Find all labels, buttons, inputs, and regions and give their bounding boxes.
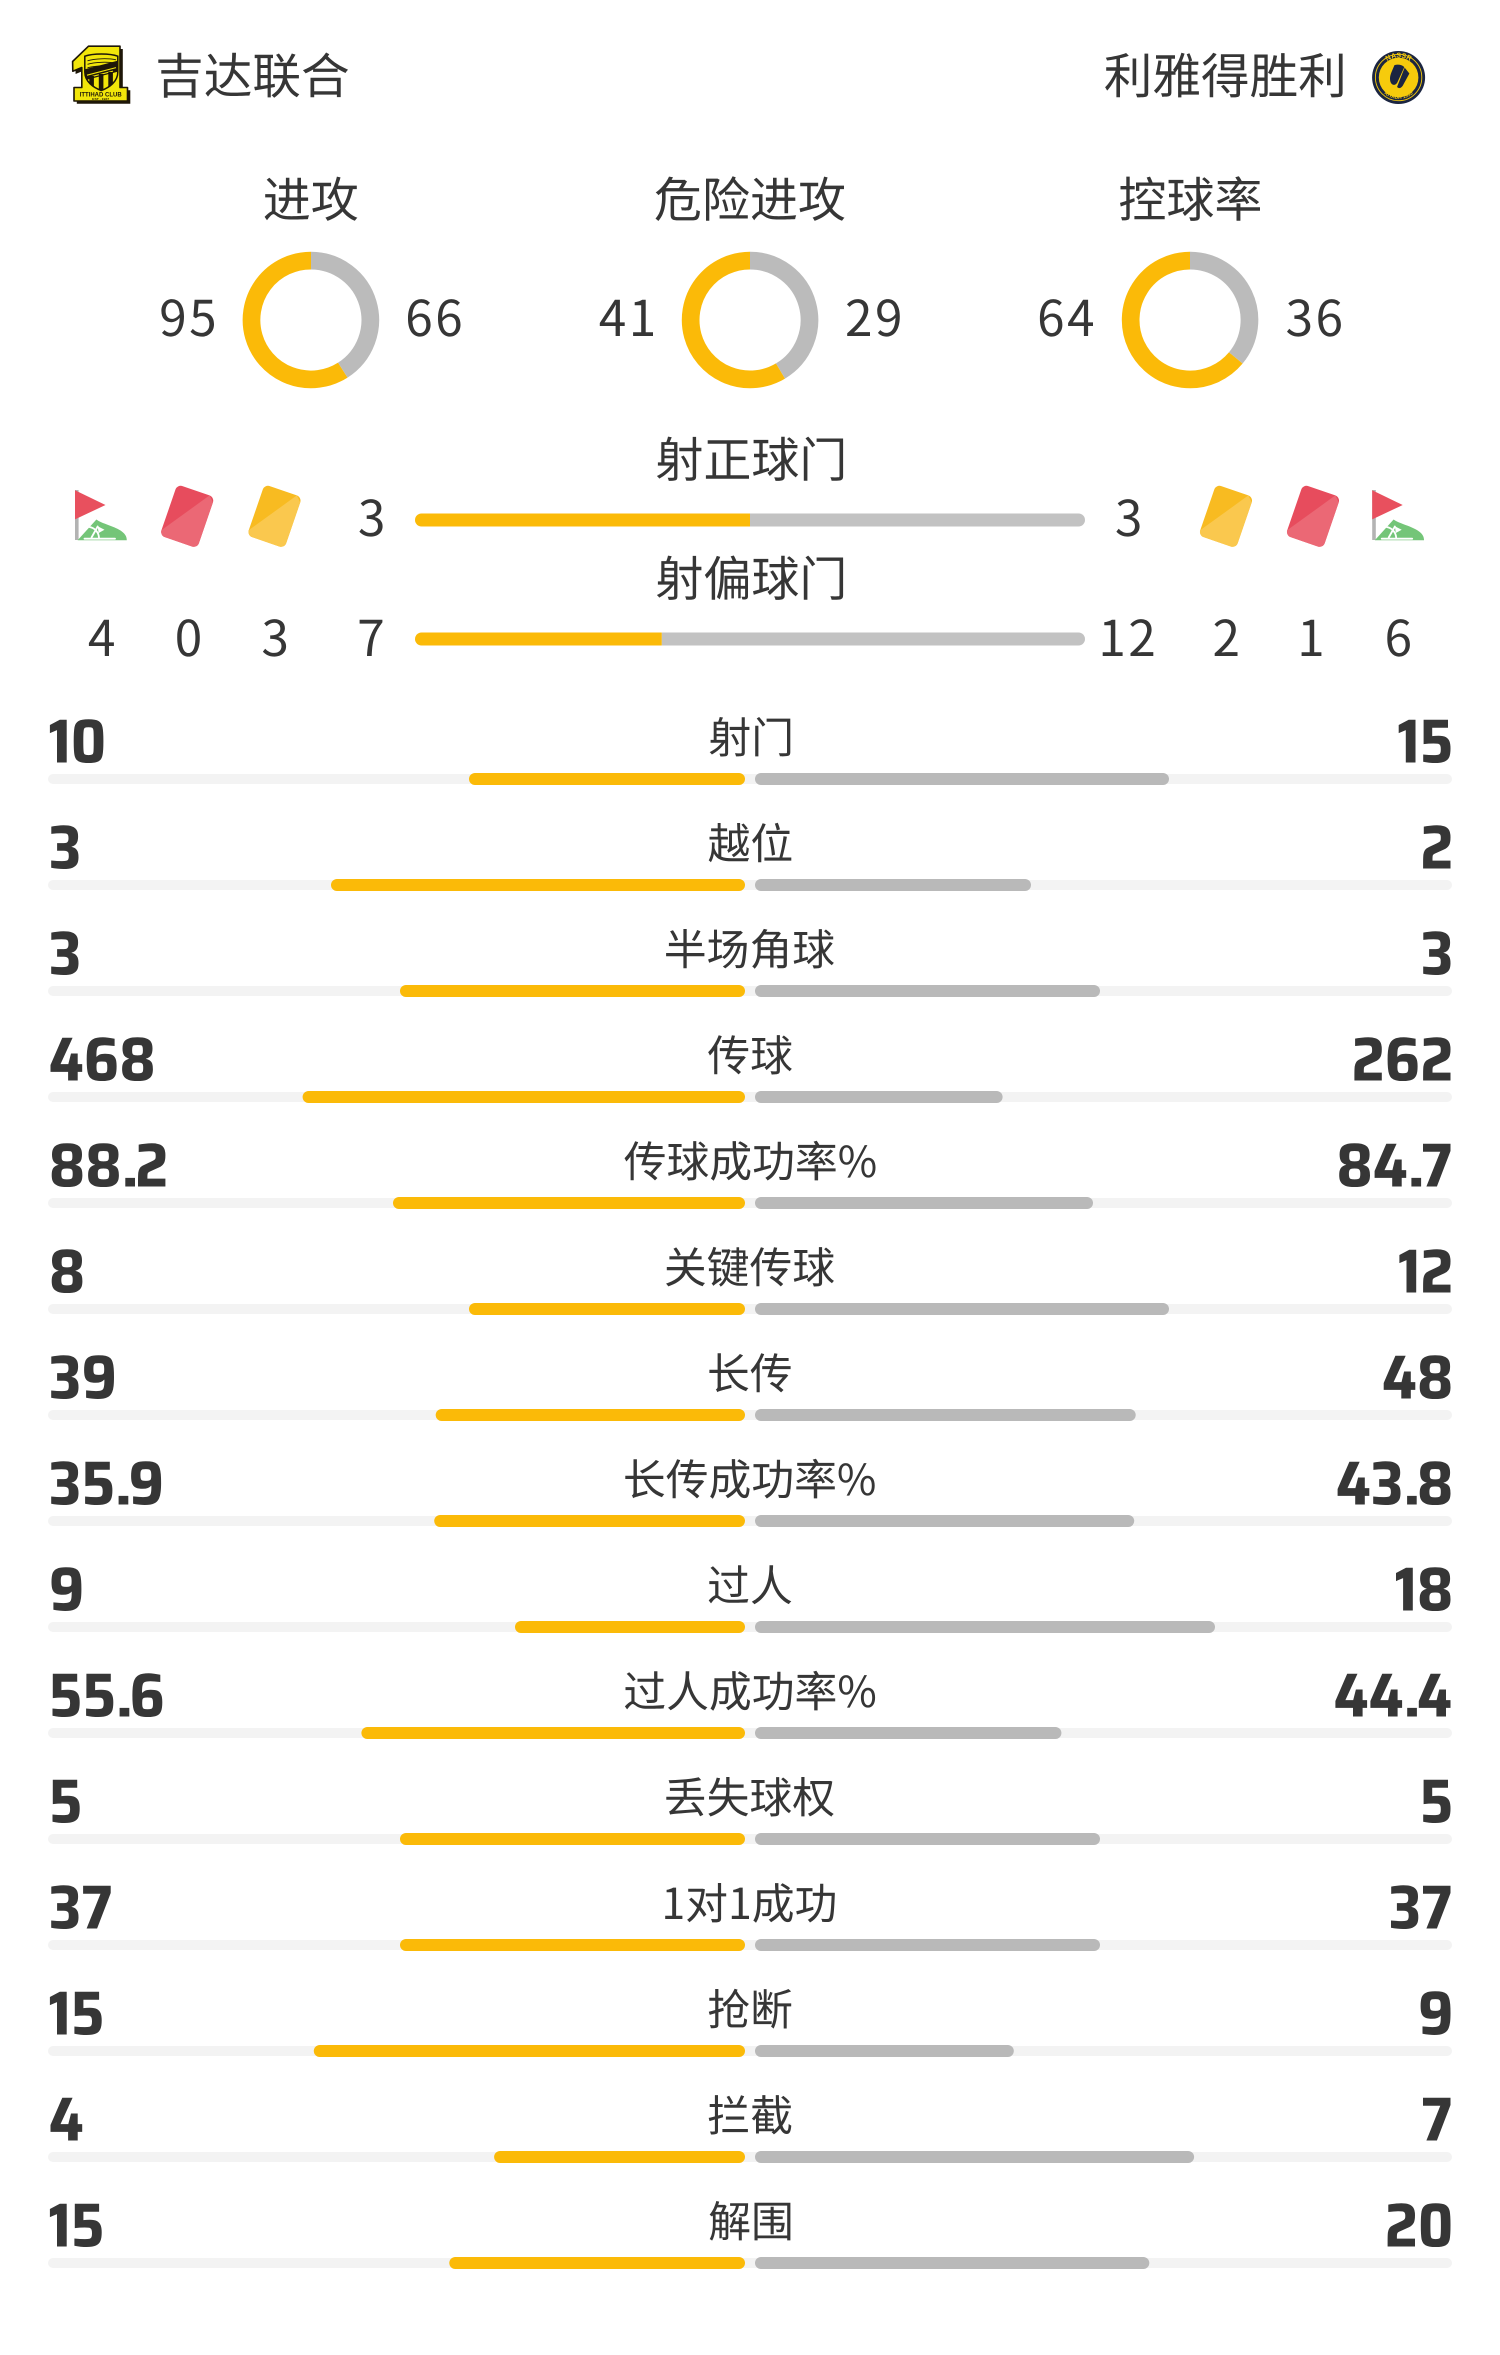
svg-text:ITTIHAD CLUB: ITTIHAD CLUB [80, 92, 122, 99]
svg-text:RIYADH 1955: RIYADH 1955 [1383, 90, 1414, 101]
svg-text:EST . 1927: EST . 1927 [92, 97, 109, 101]
svg-text:NASSR: NASSR [1385, 52, 1413, 62]
